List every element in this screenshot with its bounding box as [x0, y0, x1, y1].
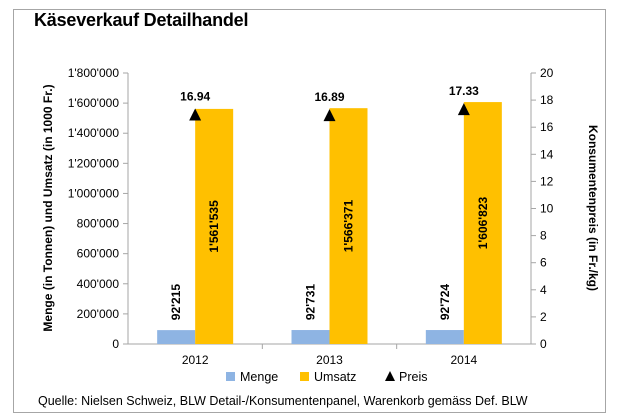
- data-label-preis: 16.94: [180, 89, 210, 103]
- x-tick-label: 2012: [182, 353, 209, 367]
- bar-umsatz: [329, 108, 368, 345]
- marker-preis: [189, 108, 202, 121]
- data-label-umsatz: 1'606'823: [476, 197, 490, 250]
- y2-tick-label: 0: [540, 337, 547, 351]
- marker-preis: [323, 109, 336, 122]
- legend-label-menge: Menge: [240, 370, 278, 384]
- data-label-preis: 16.89: [314, 90, 344, 104]
- y-tick-label: 200'000: [77, 307, 120, 321]
- y2-tick-label: 10: [540, 202, 554, 216]
- chart-frame: [13, 9, 606, 413]
- y2-tick-label: 6: [540, 256, 547, 270]
- bar-menge: [425, 330, 464, 344]
- data-label-umsatz: 1'566'371: [342, 200, 356, 253]
- y-tick-label: 1'800'000: [68, 66, 120, 80]
- y-tick-label: 800'000: [77, 217, 120, 231]
- legend-swatch-menge: [226, 372, 235, 381]
- bar-menge: [291, 330, 330, 344]
- y2-axis-label: Konsumentenpreis (in Fr./kg): [586, 125, 600, 291]
- y2-tick-label: 14: [540, 147, 554, 161]
- y2-tick-label: 4: [540, 283, 547, 297]
- bar-menge: [157, 330, 196, 344]
- data-label-preis: 17.33: [449, 84, 479, 98]
- y-tick-label: 1'400'000: [68, 126, 120, 140]
- y2-tick-label: 18: [540, 93, 554, 107]
- bar-umsatz: [463, 102, 502, 345]
- y-tick-label: 0: [112, 337, 119, 351]
- chart-title: Käseverkauf Detailhandel: [34, 10, 249, 30]
- legend-swatch-preis: [385, 371, 395, 381]
- y2-tick-label: 12: [540, 174, 554, 188]
- marker-preis: [457, 103, 470, 116]
- data-label-menge: 92'731: [304, 284, 318, 321]
- y-tick-label: 1'600'000: [68, 96, 120, 110]
- x-tick-label: 2013: [316, 353, 343, 367]
- data-label-umsatz: 1'561'535: [207, 200, 221, 253]
- y-axis-label: Menge (in Tonnen) und Umsatz (in 1000 Fr…: [41, 84, 55, 331]
- bar-umsatz: [195, 108, 234, 345]
- y2-tick-label: 2: [540, 310, 547, 324]
- y-tick-label: 600'000: [77, 247, 120, 261]
- source-note: Quelle: Nielsen Schweiz, BLW Detail-/Kon…: [38, 394, 528, 408]
- y-tick-label: 400'000: [77, 277, 120, 291]
- y2-tick-label: 20: [540, 66, 554, 80]
- legend-label-umsatz: Umsatz: [314, 370, 356, 384]
- y-tick-label: 1'200'000: [68, 156, 120, 170]
- y2-tick-label: 16: [540, 120, 554, 134]
- y-tick-label: 1'000'000: [68, 186, 120, 200]
- data-label-menge: 92'215: [169, 284, 183, 321]
- legend-swatch-umsatz: [300, 372, 309, 381]
- x-tick-label: 2014: [450, 353, 477, 367]
- data-label-menge: 92'724: [438, 284, 452, 321]
- legend-label-preis: Preis: [399, 370, 427, 384]
- y2-tick-label: 8: [540, 229, 547, 243]
